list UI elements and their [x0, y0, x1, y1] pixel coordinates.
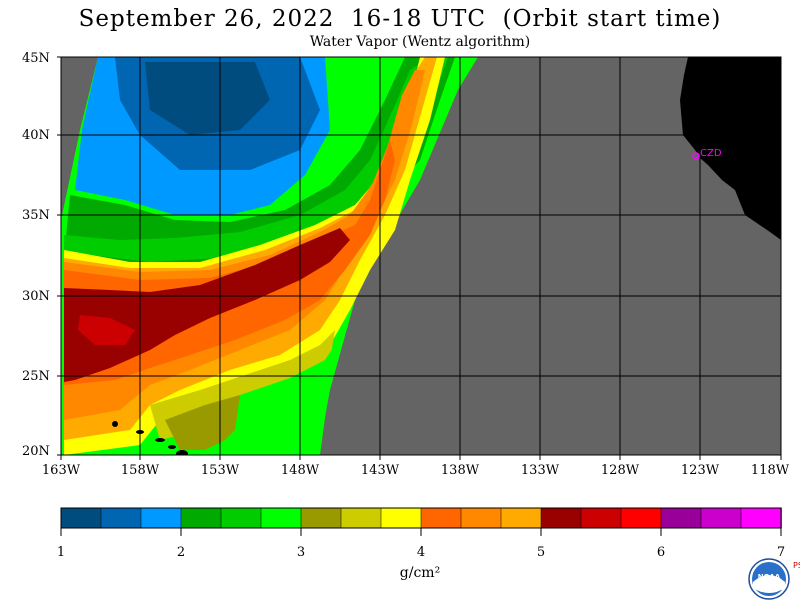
- colorbar-segment: [700, 507, 742, 529]
- page-subtitle: Water Vapor (Wentz algorithm): [309, 34, 531, 50]
- colorbar-segment: [500, 507, 542, 529]
- station-marker: [692, 152, 700, 160]
- lon-label: 128W: [600, 463, 640, 478]
- colorbar-segment: [580, 507, 622, 529]
- lat-label: 20N: [22, 444, 50, 459]
- colorbar-unit: g/cm²: [399, 565, 441, 581]
- lat-label: 40N: [22, 128, 50, 143]
- lon-label: 138W: [440, 463, 480, 478]
- colorbar-segment: [460, 507, 502, 529]
- lon-label: 153W: [200, 463, 240, 478]
- colorbar-tick-label: 1: [56, 545, 66, 560]
- logo-text: NOAA: [758, 573, 781, 581]
- map-frame: [60, 56, 782, 456]
- colorbar-segment: [180, 507, 222, 529]
- lat-label: 45N: [22, 51, 50, 66]
- swath-green-south: [220, 345, 335, 455]
- lat-lon-grid: [61, 57, 781, 455]
- swath-green: [64, 57, 455, 270]
- colorbar-segment: [740, 507, 782, 529]
- lon-label: 123W: [680, 463, 720, 478]
- colorbar-tick-label: 2: [176, 545, 186, 560]
- swath-olive-dark: [165, 395, 260, 450]
- colorbar-segment: [260, 507, 302, 529]
- colorbar-segment: [220, 507, 262, 529]
- lon-label: 133W: [520, 463, 560, 478]
- lon-label: 158W: [120, 463, 160, 478]
- lon-label: 148W: [280, 463, 320, 478]
- lon-label: 143W: [360, 463, 400, 478]
- axis-ticks: [57, 56, 782, 460]
- colorbar-segment: [340, 507, 382, 529]
- lat-label: 30N: [22, 289, 50, 304]
- swath-dark-red: [64, 228, 350, 382]
- colorbar-segment: [140, 507, 182, 529]
- swath-red-core: [78, 315, 135, 345]
- side-text: PSL: [793, 561, 800, 570]
- map-field: CZD: [61, 57, 781, 455]
- island: [112, 421, 118, 427]
- lat-label: 25N: [22, 369, 50, 384]
- colorbar-segment: [540, 507, 582, 529]
- island: [155, 438, 165, 442]
- station-label: CZD: [700, 148, 722, 159]
- colorbar-segment: [620, 507, 662, 529]
- colorbar-segment: [300, 507, 342, 529]
- island: [176, 450, 188, 455]
- colorbar-tick-label: 5: [536, 545, 546, 560]
- page-title: September 26, 2022 16-18 UTC (Orbit star…: [78, 6, 722, 32]
- swath-dark-blue: [145, 62, 270, 135]
- colorbar-segment: [660, 507, 702, 529]
- lon-label: 118W: [750, 463, 790, 478]
- colorbar: [60, 507, 782, 529]
- colorbar-ticks: [60, 528, 782, 536]
- colorbar-segment: [380, 507, 422, 529]
- lat-label: 35N: [22, 208, 50, 223]
- colorbar-segment: [100, 507, 142, 529]
- noaa-logo: NOAA: [748, 558, 790, 600]
- lon-label: 163W: [41, 463, 81, 478]
- island: [168, 445, 176, 449]
- colorbar-tick-label: 6: [656, 545, 666, 560]
- land: [680, 57, 781, 240]
- colorbar-tick-label: 7: [776, 545, 786, 560]
- colorbar-segment: [420, 507, 462, 529]
- colorbar-segment: [60, 507, 102, 529]
- colorbar-tick-label: 3: [296, 545, 306, 560]
- colorbar-tick-label: 4: [416, 545, 426, 560]
